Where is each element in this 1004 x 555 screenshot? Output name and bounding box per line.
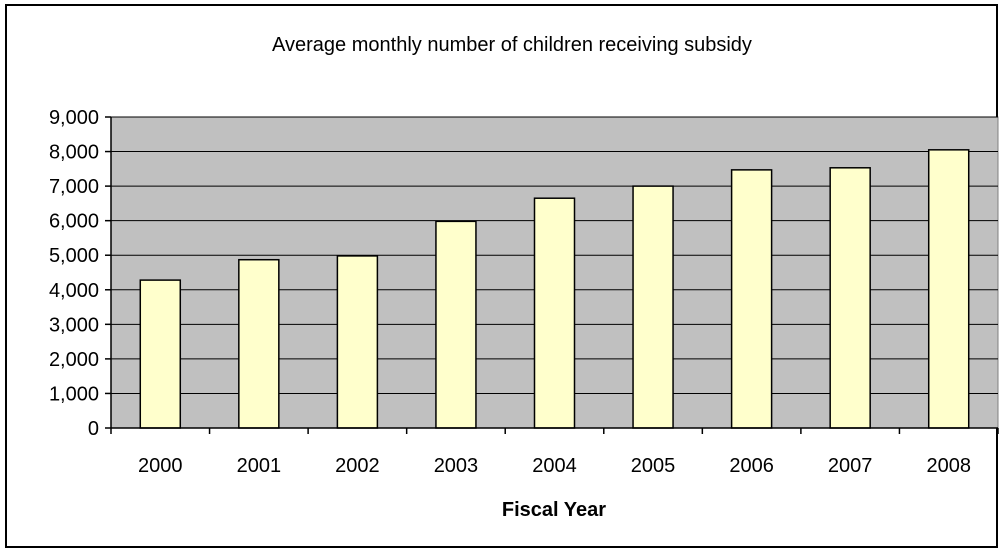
y-axis-tick-labels: 0 1,000 2,000 3,000 4,000 5,000 6,000 7,000 8,00… — [49, 107, 99, 440]
bars — [139, 149, 970, 429]
y-tick-label: 2,000 — [49, 349, 99, 371]
y-tick-label: 6,000 — [49, 211, 99, 233]
bar-2000 — [139, 279, 182, 429]
y-tick-label: 0 — [88, 418, 99, 440]
bar-2008 — [927, 149, 970, 429]
y-tick-label: 1,000 — [49, 383, 99, 405]
x-tick-label: 2006 — [729, 455, 774, 477]
bar-2002 — [336, 255, 379, 429]
bar-2003 — [435, 220, 477, 429]
x-tick-label: 2002 — [335, 455, 380, 477]
bar-2001 — [238, 258, 280, 429]
bar-2006 — [730, 169, 773, 429]
x-tick-label: 2001 — [237, 455, 282, 477]
x-axis-tick-labels: 2000 2001 2002 2003 2004 2005 2006 2007 2008 — [138, 455, 971, 477]
y-tick-label: 9,000 — [49, 107, 99, 129]
y-tick-label: 5,000 — [49, 245, 99, 267]
x-tick-label: 2005 — [631, 455, 676, 477]
x-axis-label: Fiscal Year — [502, 499, 606, 521]
bar-2007 — [829, 167, 871, 429]
y-tick-label: 8,000 — [49, 142, 99, 164]
bar-2004 — [533, 197, 576, 429]
x-tick-label: 2003 — [434, 455, 479, 477]
x-tick-label: 2008 — [926, 455, 971, 477]
chart-title: Average monthly number of children recei… — [272, 34, 752, 56]
y-tick-label: 7,000 — [49, 176, 99, 198]
x-tick-label: 2000 — [138, 455, 183, 477]
bar-2005 — [632, 185, 674, 429]
y-tick-label: 4,000 — [49, 280, 99, 302]
y-tick-label: 3,000 — [49, 314, 99, 336]
axes — [105, 116, 999, 434]
x-tick-label: 2004 — [532, 455, 577, 477]
x-tick-label: 2007 — [828, 455, 873, 477]
